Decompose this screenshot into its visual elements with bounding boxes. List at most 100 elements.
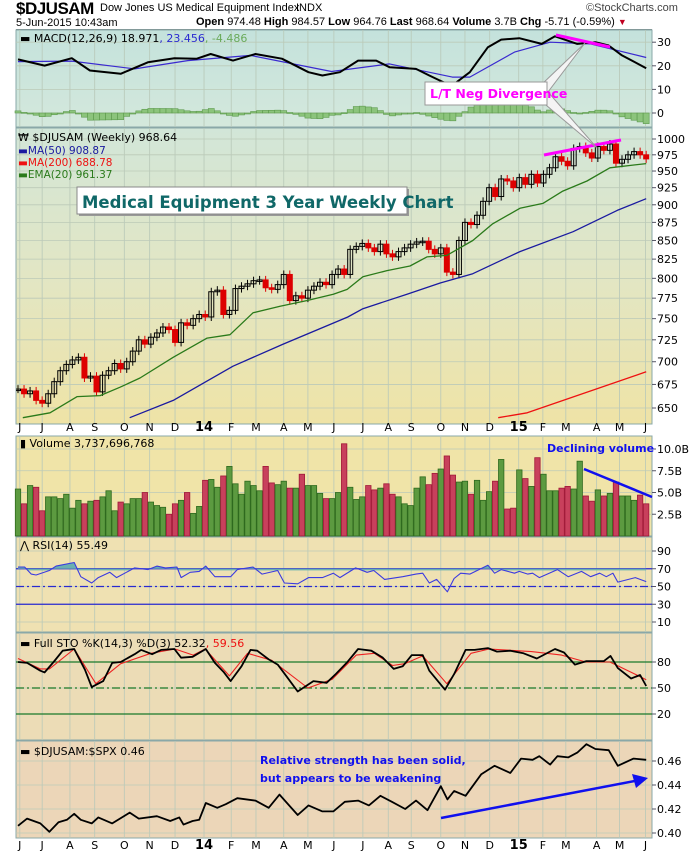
macd-histogram-bar	[630, 112, 638, 121]
candle-up	[99, 374, 106, 393]
y-axis-tick-label: 50	[657, 682, 671, 695]
candle-down	[298, 295, 305, 299]
candle-down	[286, 273, 293, 302]
macd-histogram-bar	[280, 110, 288, 114]
macd-histogram-bar	[286, 112, 294, 114]
y-axis-tick-label: 80	[657, 656, 671, 669]
macd-histogram-bar	[141, 108, 149, 114]
x-axis-label: F	[540, 839, 546, 852]
volume-bar	[431, 472, 438, 537]
y-axis-tick-label: 700	[657, 356, 678, 369]
candle-down	[431, 248, 438, 255]
volume-bar	[371, 489, 378, 537]
x-axis-label: A	[66, 839, 74, 852]
macd-histogram-bar	[244, 112, 251, 115]
overlay-legend: ▬MA(50) 908.87	[18, 145, 106, 157]
macd-histogram-bar	[56, 112, 64, 115]
volume-bar	[492, 480, 499, 537]
macd-histogram-bar	[69, 110, 76, 114]
macd-histogram-bar	[395, 112, 402, 116]
candle-up	[63, 363, 70, 372]
quote-summary: Open 974.48 High 984.57 Low 964.76 Last …	[196, 16, 627, 29]
volume-bar	[45, 496, 52, 537]
x-axis-label: F	[228, 839, 234, 852]
x-axis-label: A	[280, 421, 288, 434]
candle-down	[262, 279, 269, 289]
macd-histogram-bar	[220, 112, 227, 115]
candle-up	[153, 332, 160, 338]
macd-histogram-bar	[346, 109, 354, 114]
y-axis-tick-label: 800	[657, 272, 678, 285]
ratio-line	[17, 743, 647, 833]
volume-bar	[540, 473, 547, 537]
last-label: Last	[389, 16, 413, 28]
macd-histogram-bar	[389, 112, 396, 117]
candle-up	[606, 143, 613, 151]
x-axis-label: J	[643, 421, 647, 434]
candle-down	[443, 247, 450, 273]
x-axis-label: O	[436, 421, 445, 434]
y-axis-tick-label: 850	[657, 234, 678, 247]
x-axis-label: S	[91, 839, 98, 852]
copyright-link[interactable]: ©StockCharts.com	[586, 2, 678, 14]
volume-bar	[298, 473, 305, 537]
x-axis-label: J	[331, 421, 335, 434]
candle-down	[534, 173, 541, 184]
volume-bar	[377, 487, 384, 537]
macd-histogram-bar	[165, 108, 173, 114]
volume-bar	[226, 465, 233, 537]
volume-bar	[165, 513, 173, 537]
x-axis-label: S	[408, 839, 415, 852]
volume-bar	[81, 503, 88, 537]
macd-histogram-bar	[576, 112, 584, 115]
candle-up	[619, 158, 625, 164]
candle-up	[474, 214, 481, 226]
macd-histogram-bar	[189, 111, 197, 114]
volume-bar	[335, 492, 342, 537]
macd-histogram-bar	[123, 112, 131, 117]
volume-bar	[117, 501, 124, 537]
relative-strength-note-line2: but appears to be weakening	[260, 772, 441, 785]
macd-histogram-bar	[147, 108, 155, 114]
y-axis-tick-label: 1000	[657, 133, 685, 146]
x-axis-label: J	[360, 839, 364, 852]
volume-bar	[244, 480, 251, 537]
candle-up	[280, 273, 287, 286]
ratio-legend: ▬ $DJUSAM:$SPX 0.46	[20, 745, 145, 758]
declining-volume-label: Declining volume	[547, 442, 654, 455]
candle-up	[329, 273, 336, 286]
y-axis-tick-label: 30	[657, 598, 671, 611]
candle-up	[178, 322, 185, 343]
candle-up	[123, 361, 130, 370]
volume-bar	[268, 482, 275, 537]
x-axis-label: M	[615, 421, 625, 434]
divergence-label: L/T Neg Divergence	[430, 86, 567, 101]
volume-bar	[51, 496, 58, 537]
x-axis-label: S	[91, 421, 98, 434]
candle-up	[250, 280, 257, 285]
x-axis-label: M	[561, 421, 571, 434]
volume-bar	[39, 510, 46, 537]
low-value: 964.76	[353, 16, 387, 28]
macd-histogram-bar	[75, 112, 82, 115]
volume-bar	[594, 489, 601, 537]
macd-histogram-bar	[262, 110, 269, 114]
x-axis-label: M	[251, 839, 261, 852]
volume-bar	[467, 493, 475, 537]
callout-box	[424, 81, 548, 106]
y-axis-tick-label: 30	[657, 36, 671, 49]
x-axis-label: J	[17, 839, 21, 852]
macd-histogram-bar	[425, 112, 433, 117]
overlay-ma200	[498, 371, 647, 419]
volume-bar	[292, 487, 299, 537]
y-axis-tick-label: 20	[657, 708, 671, 721]
macd-histogram-bar	[413, 112, 420, 114]
macd-histogram-bar	[328, 112, 336, 116]
macd-histogram-bar	[177, 109, 185, 114]
y-axis-tick-label: 875	[657, 216, 678, 229]
macd-histogram-bar	[612, 112, 620, 115]
candle-down	[425, 240, 432, 250]
macd-histogram-bar	[322, 112, 330, 118]
candle-down	[172, 329, 179, 343]
volume-bar	[570, 488, 577, 537]
